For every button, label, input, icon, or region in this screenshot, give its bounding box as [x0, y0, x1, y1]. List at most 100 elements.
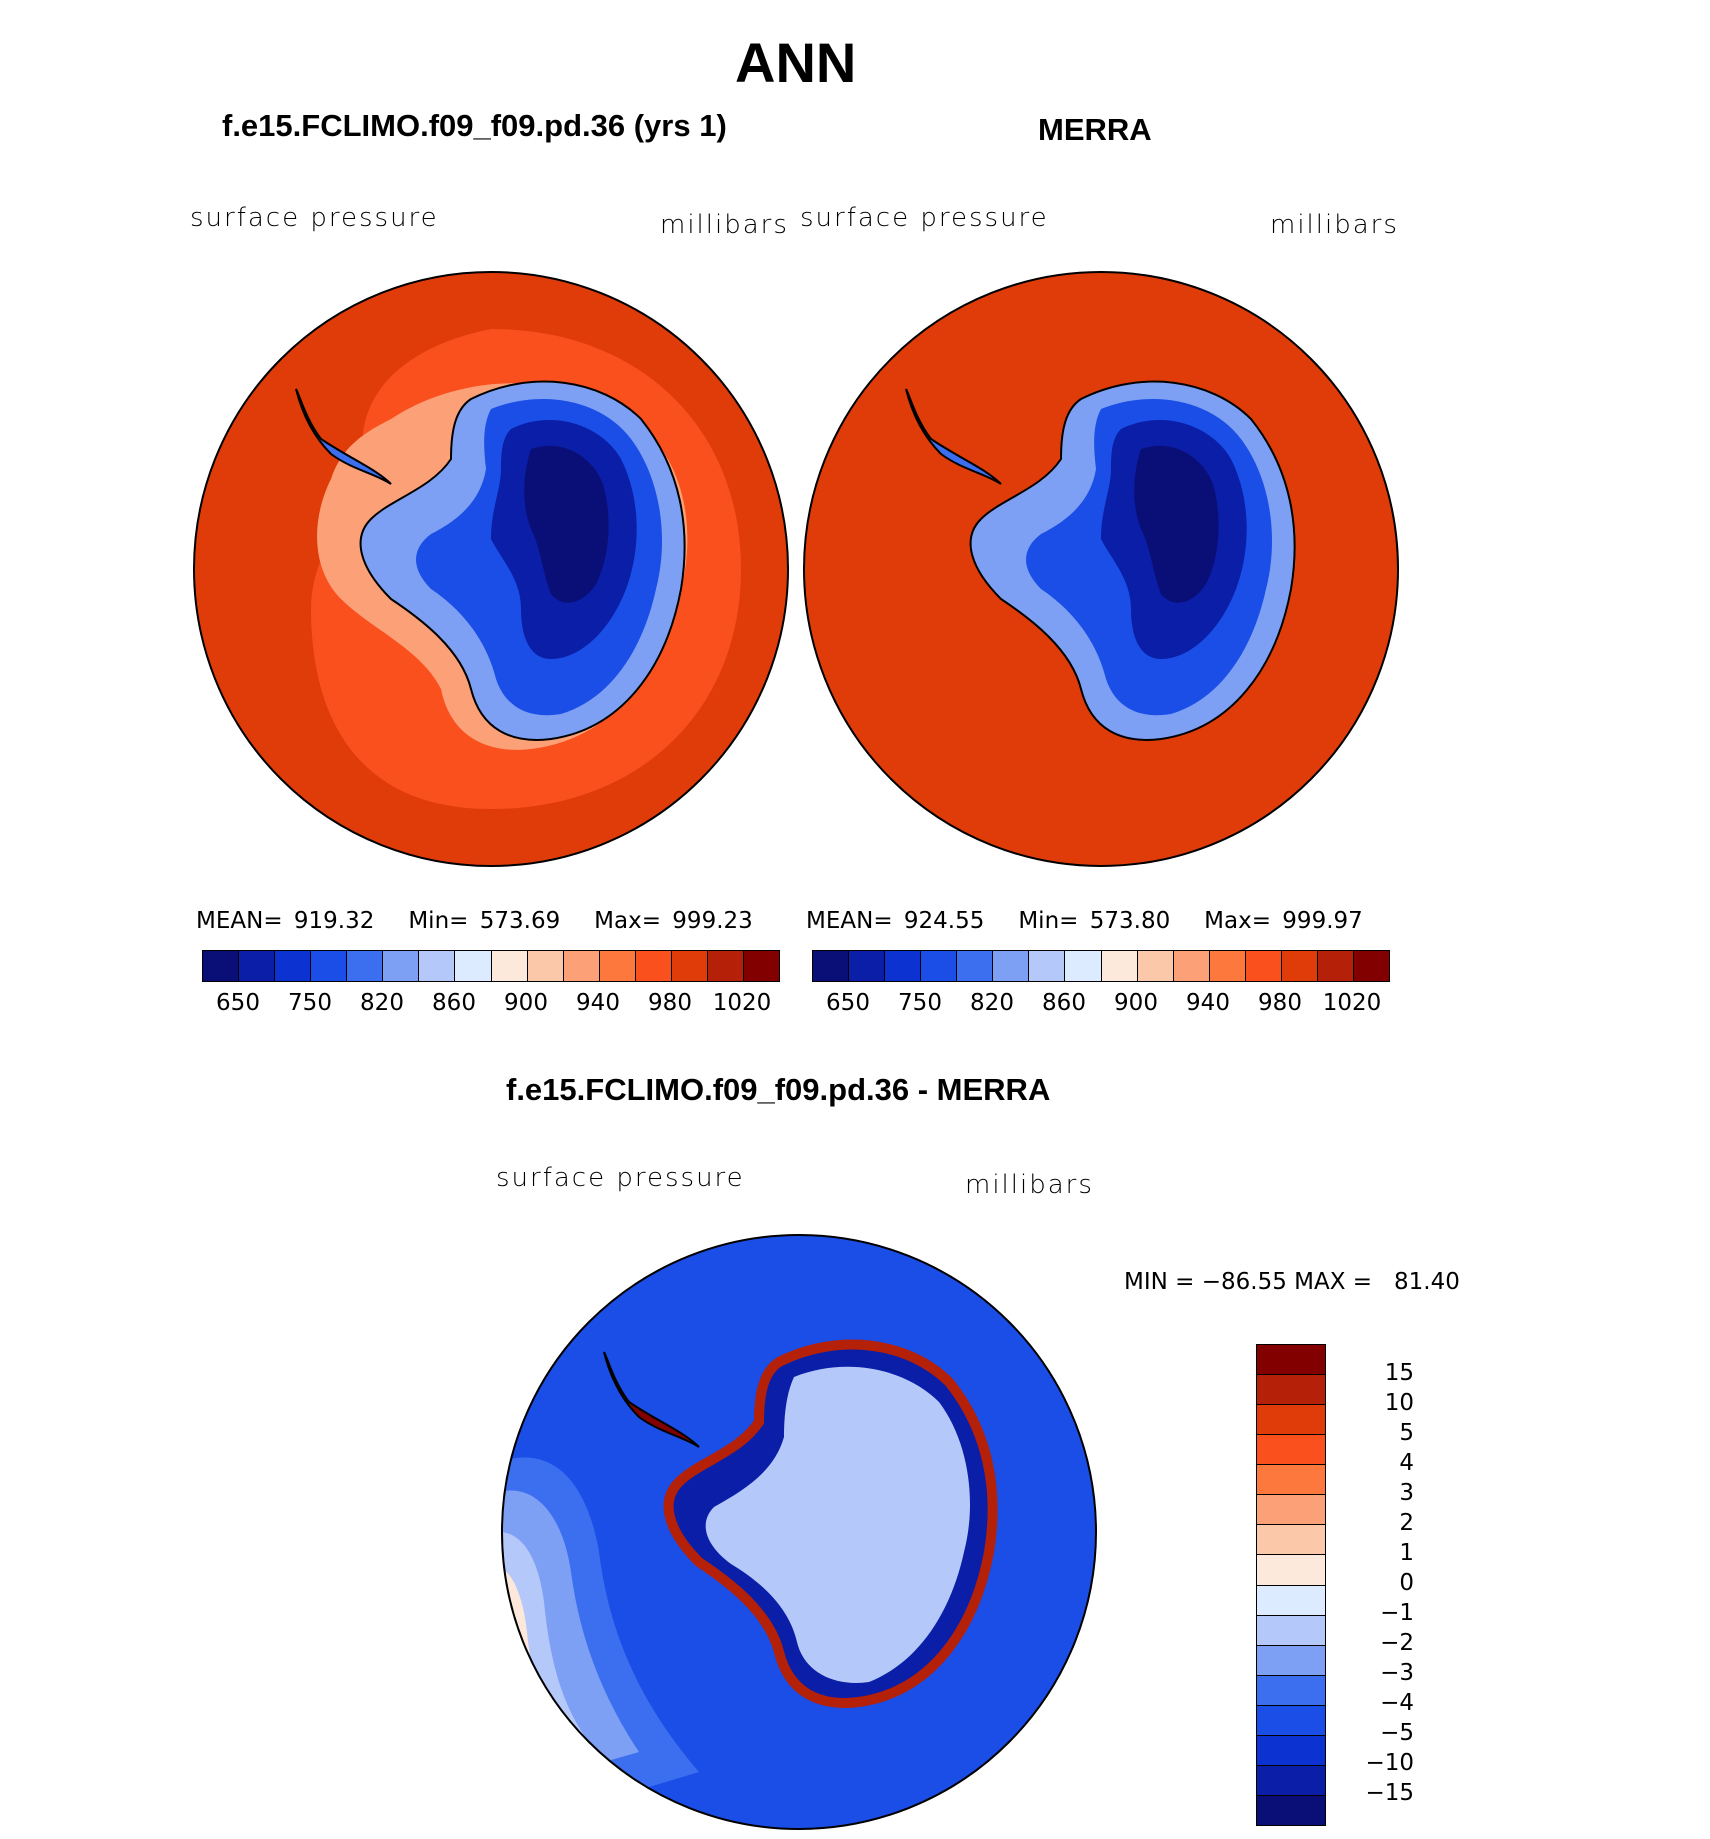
colorbar-swatch	[849, 951, 886, 981]
colorbar-swatch	[1281, 951, 1318, 981]
left-variable-label: surface pressure	[190, 203, 439, 233]
colorbar-swatch	[455, 951, 492, 981]
colorbar-swatch	[239, 951, 276, 981]
colorbar-tick-label: 860	[1042, 990, 1086, 1016]
colorbar-swatch	[1257, 1765, 1325, 1796]
colorbar-tick-label: 3	[1399, 1480, 1414, 1506]
colorbar-tick-label: 750	[898, 990, 942, 1016]
left-panel-title: f.e15.FCLIMO.f09_f09.pd.36 (yrs 1)	[222, 108, 727, 143]
colorbar-swatch	[347, 951, 384, 981]
colorbar-swatch	[275, 951, 312, 981]
colorbar-tick-label: −15	[1365, 1780, 1414, 1806]
colorbar-tick-label: 750	[288, 990, 332, 1016]
colorbar-swatch	[1257, 1495, 1325, 1526]
colorbar-swatch	[1257, 1435, 1325, 1466]
colorbar-swatch	[1257, 1615, 1325, 1646]
colorbar-tick-label: 980	[648, 990, 692, 1016]
diff-colorbar	[1256, 1344, 1326, 1826]
colorbar-swatch	[1257, 1705, 1325, 1736]
colorbar-tick-label: −5	[1380, 1720, 1414, 1746]
colorbar-swatch	[993, 951, 1030, 981]
colorbar-swatch	[1257, 1735, 1325, 1766]
colorbar-swatch	[957, 951, 994, 981]
colorbar-swatch	[491, 951, 528, 981]
right-mean-label: MEAN=	[806, 908, 893, 934]
colorbar-swatch	[707, 951, 744, 981]
left-min-value: 573.69	[479, 908, 561, 934]
colorbar-swatch	[1257, 1465, 1325, 1496]
colorbar-tick-label: 820	[360, 990, 404, 1016]
diff-colorbar-ticks: 15 10 5 4 3 2 1 0 −1 −2 −3 −4 −5 −10 −15	[1334, 1344, 1414, 1824]
ice-sheet-core	[524, 445, 609, 603]
right-units-label: millibars	[1270, 210, 1399, 240]
colorbar-tick-label: 1020	[1322, 990, 1382, 1016]
left-max-value: 999.23	[672, 908, 753, 934]
colorbar-swatch	[1317, 951, 1354, 981]
peninsula	[603, 1351, 700, 1448]
peninsula	[905, 388, 1002, 485]
colorbar-swatch	[1101, 951, 1138, 981]
colorbar-swatch	[885, 951, 922, 981]
diff-polar-map	[501, 1234, 1097, 1830]
colorbar-tick-label: 940	[1186, 990, 1230, 1016]
right-polar-map	[803, 271, 1399, 867]
colorbar-swatch	[1257, 1525, 1325, 1556]
colorbar-tick-label: −2	[1380, 1630, 1414, 1656]
colorbar-tick-label: 940	[576, 990, 620, 1016]
colorbar-swatch	[563, 951, 600, 981]
colorbar-swatch	[1257, 1345, 1325, 1376]
colorbar-tick-label: 0	[1399, 1570, 1414, 1596]
colorbar-swatch	[671, 951, 708, 981]
colorbar-tick-label: −4	[1380, 1690, 1414, 1716]
colorbar-swatch	[1209, 951, 1246, 981]
colorbar-tick-label: −1	[1380, 1600, 1414, 1626]
colorbar-tick-label: −10	[1365, 1750, 1414, 1776]
colorbar-tick-label: 820	[970, 990, 1014, 1016]
colorbar-swatch	[813, 951, 850, 981]
colorbar-swatch	[743, 951, 779, 981]
colorbar-swatch	[1029, 951, 1066, 981]
left-polar-map	[193, 271, 789, 867]
colorbar-tick-label: 1	[1399, 1540, 1414, 1566]
left-max-label: Max=	[594, 908, 661, 934]
left-mean-label: MEAN=	[196, 908, 283, 934]
right-variable-label: surface pressure	[800, 203, 1049, 233]
colorbar-swatch	[383, 951, 420, 981]
colorbar-swatch	[1257, 1555, 1325, 1586]
left-colorbar	[202, 950, 780, 982]
diff-minmax: MIN = −86.55 MAX = 81.40	[1124, 1269, 1460, 1295]
right-min-value: 573.80	[1089, 908, 1171, 934]
colorbar-swatch	[1245, 951, 1282, 981]
left-min-label: Min=	[408, 908, 469, 934]
colorbar-swatch	[1065, 951, 1102, 981]
colorbar-tick-label: 900	[504, 990, 548, 1016]
right-panel-title: MERRA	[1038, 112, 1152, 147]
colorbar-tick-label: 650	[826, 990, 870, 1016]
colorbar-swatch	[599, 951, 636, 981]
colorbar-swatch	[527, 951, 564, 981]
colorbar-swatch	[921, 951, 958, 981]
right-max-value: 999.97	[1282, 908, 1363, 934]
coast-positive-ring	[663, 1339, 998, 1708]
colorbar-swatch	[1257, 1795, 1325, 1825]
colorbar-swatch	[1257, 1375, 1325, 1406]
left-stats: MEAN= 919.32 Min= 573.69 Max= 999.23	[196, 908, 753, 934]
right-max-label: Max=	[1204, 908, 1271, 934]
left-colorbar-ticks: 650 750 820 860 900 940 980 1020	[202, 990, 778, 1020]
colorbar-swatch	[1353, 951, 1389, 981]
colorbar-swatch	[419, 951, 456, 981]
colorbar-tick-label: 10	[1384, 1390, 1414, 1416]
right-colorbar-ticks: 650 750 820 860 900 940 980 1020	[812, 990, 1388, 1020]
colorbar-tick-label: −3	[1380, 1660, 1414, 1686]
colorbar-swatch	[203, 951, 240, 981]
ice-sheet-core	[1134, 445, 1219, 603]
colorbar-swatch	[311, 951, 348, 981]
colorbar-tick-label: 15	[1384, 1360, 1414, 1386]
continent-mixed	[705, 1366, 971, 1683]
colorbar-swatch	[1173, 951, 1210, 981]
left-units-label: millibars	[660, 210, 789, 240]
page-title: ANN	[735, 31, 857, 94]
colorbar-swatch	[635, 951, 672, 981]
colorbar-swatch	[1137, 951, 1174, 981]
right-mean-value: 924.55	[903, 908, 985, 934]
